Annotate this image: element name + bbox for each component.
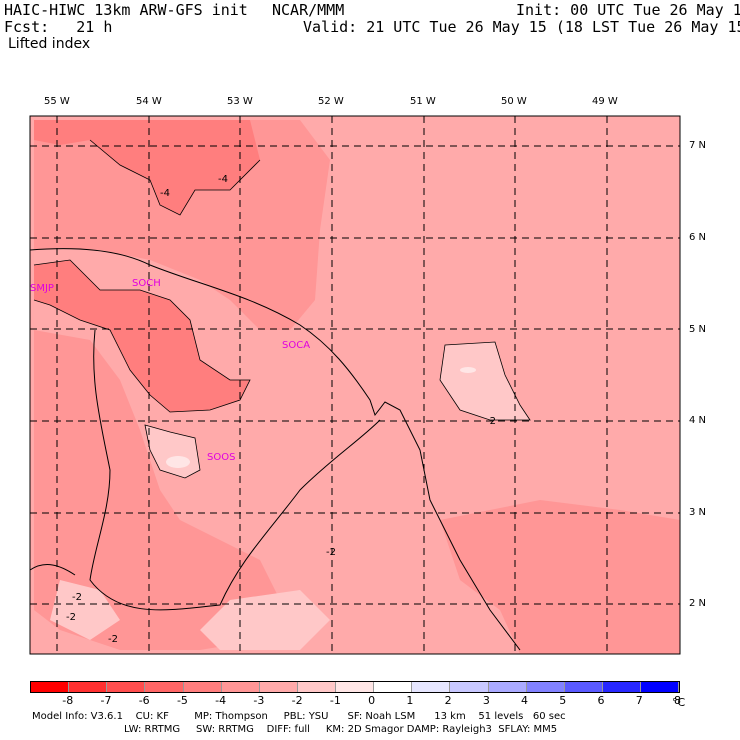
colorbar-tick-label: -8 (62, 694, 74, 707)
model-title: HAIC-HIWC 13km ARW-GFS init (4, 1, 248, 19)
lon-label: 53 W (227, 96, 253, 107)
field-south-light (200, 590, 330, 650)
colorbar-swatch (107, 682, 146, 692)
lon-label: 55 W (44, 96, 70, 107)
site-label: SOCA (282, 340, 311, 351)
contour-label: -2 (66, 612, 76, 623)
site-label: SMJP (30, 283, 54, 294)
colorbar-swatch (259, 682, 298, 692)
colorbar-swatch (488, 682, 527, 692)
colorbar-tick-label: 8 (674, 694, 681, 707)
colorbar-swatch (412, 682, 451, 692)
field-light-patch (440, 342, 530, 420)
contour-label: -4 (218, 174, 228, 185)
forecast-hour: Fcst: 21 h (4, 18, 113, 36)
lat-label: 6 N (689, 232, 707, 243)
lat-label: 3 N (689, 507, 707, 518)
colorbar-tick-label: 1 (406, 694, 414, 707)
model-info-line1: Model Info: V3.6.1 CU: KF MP: Thompson P… (32, 711, 566, 722)
colorbar-tick-label: -1 (329, 694, 341, 707)
field-dark-region (34, 120, 330, 330)
colorbar-tick-label: 4 (521, 694, 529, 707)
colorbar-tick-label: 2 (444, 694, 452, 707)
lon-label: 54 W (136, 96, 162, 107)
colorbar-swatch (602, 682, 641, 692)
field-se-region (440, 500, 680, 654)
lon-label: 51 W (410, 96, 436, 107)
lon-label: 49 W (592, 96, 618, 107)
lat-label: 7 N (689, 140, 707, 151)
colorbar-tick-label: 0 (368, 694, 376, 707)
coastline (29, 248, 521, 651)
site-label: SOOS (207, 452, 236, 463)
init-time: Init: 00 UTC Tue 26 May 15 (516, 1, 740, 19)
field-minus4-west (34, 260, 250, 412)
colorbar-swatch (31, 682, 70, 692)
valid-time: Valid: 21 UTC Tue 26 May 15 (18 LST Tue … (303, 18, 740, 36)
colorbar-tick-label: -4 (215, 694, 227, 707)
colorbar-swatch (336, 682, 375, 692)
lat-label: 5 N (689, 324, 707, 335)
colorbar-swatch (183, 682, 222, 692)
contour-label: -2 (72, 592, 82, 603)
contour-label: -2 (326, 547, 336, 558)
lon-label: 50 W (501, 96, 527, 107)
field-minus4-north (34, 120, 260, 215)
contour-label: -2 (486, 416, 496, 427)
colorbar-unit: °C (672, 696, 686, 709)
colorbar-tick-label: 3 (482, 694, 490, 707)
grid-lines (30, 116, 680, 654)
contour-label: -4 (160, 188, 170, 199)
contour-label: -2 (108, 634, 118, 645)
colorbar-swatch (221, 682, 260, 692)
colorbar-swatch (145, 682, 184, 692)
colorbar-tick-label: -7 (100, 694, 112, 707)
org-label: NCAR/MMM (272, 1, 345, 19)
colorbar-swatch (297, 682, 336, 692)
colorbar-swatch (374, 682, 413, 692)
field-south-light-2 (50, 580, 120, 640)
field-sw-band (34, 330, 280, 650)
colorbar-tick-label: -3 (253, 694, 265, 707)
site-label: SOCH (132, 278, 161, 289)
map-frame (29, 115, 681, 655)
colorbar-tick-label: 5 (559, 694, 567, 707)
colorbar-tick-label: -5 (176, 694, 188, 707)
lon-label: 52 W (318, 96, 344, 107)
colorbar-swatch (450, 682, 489, 692)
colorbar-tick-label: -2 (291, 694, 303, 707)
lat-label: 2 N (689, 598, 707, 609)
contours (33, 139, 531, 479)
colorbar-swatch (564, 682, 603, 692)
colorbar-swatch (526, 682, 565, 692)
colorbar-swatch (69, 682, 108, 692)
colorbar (30, 681, 680, 693)
model-info-line2: LW: RRTMG SW: RRTMG DIFF: full KM: 2D Sm… (124, 724, 558, 735)
lat-label: 4 N (689, 415, 707, 426)
colorbar-swatch (641, 682, 680, 692)
colorbar-tick-label: 7 (635, 694, 643, 707)
colorbar-tick-label: 6 (597, 694, 605, 707)
field-name: Lifted index (8, 36, 91, 52)
colorbar-tick-label: -6 (138, 694, 150, 707)
